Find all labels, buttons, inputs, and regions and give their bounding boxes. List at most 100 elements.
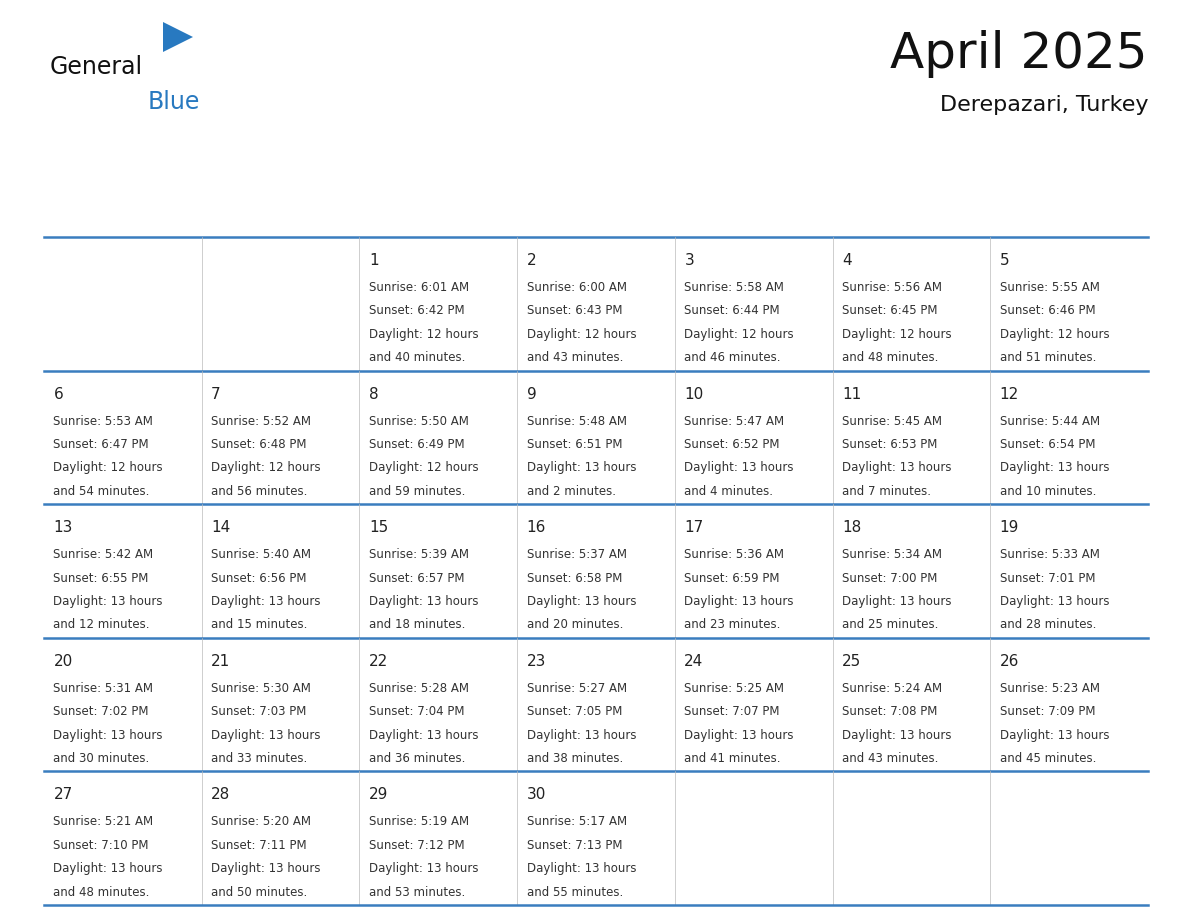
Text: Daylight: 13 hours: Daylight: 13 hours: [684, 462, 794, 475]
Text: General: General: [50, 55, 143, 79]
Text: Sunset: 6:54 PM: Sunset: 6:54 PM: [1000, 438, 1095, 451]
Text: Sunset: 6:48 PM: Sunset: 6:48 PM: [211, 438, 307, 451]
Text: Sunrise: 5:48 AM: Sunrise: 5:48 AM: [526, 415, 626, 428]
Text: Sunset: 6:59 PM: Sunset: 6:59 PM: [684, 572, 779, 585]
Text: Sunset: 6:58 PM: Sunset: 6:58 PM: [526, 572, 623, 585]
Text: Sunrise: 5:19 AM: Sunrise: 5:19 AM: [369, 815, 469, 828]
Text: Sunset: 6:42 PM: Sunset: 6:42 PM: [369, 305, 465, 318]
Text: 7: 7: [211, 386, 221, 402]
Text: 17: 17: [684, 521, 703, 535]
Text: Daylight: 12 hours: Daylight: 12 hours: [842, 328, 952, 341]
Text: 20: 20: [53, 654, 72, 669]
Text: Sunset: 7:12 PM: Sunset: 7:12 PM: [369, 839, 465, 852]
Text: 16: 16: [526, 521, 546, 535]
Text: Daylight: 13 hours: Daylight: 13 hours: [53, 595, 163, 608]
Text: and 51 minutes.: and 51 minutes.: [1000, 352, 1097, 364]
Text: Sunrise: 5:28 AM: Sunrise: 5:28 AM: [369, 682, 469, 695]
Text: 21: 21: [211, 654, 230, 669]
Text: Sunrise: 5:53 AM: Sunrise: 5:53 AM: [53, 415, 153, 428]
Text: Sunrise: 5:50 AM: Sunrise: 5:50 AM: [369, 415, 469, 428]
Text: Daylight: 13 hours: Daylight: 13 hours: [526, 729, 636, 742]
Text: Sunrise: 5:37 AM: Sunrise: 5:37 AM: [526, 548, 626, 561]
Text: 2: 2: [526, 253, 536, 268]
Text: and 40 minutes.: and 40 minutes.: [369, 352, 466, 364]
Text: Sunrise: 5:39 AM: Sunrise: 5:39 AM: [369, 548, 469, 561]
Text: Thursday: Thursday: [714, 211, 794, 226]
Text: Sunrise: 5:27 AM: Sunrise: 5:27 AM: [526, 682, 627, 695]
Text: Sunset: 7:04 PM: Sunset: 7:04 PM: [369, 705, 465, 718]
Text: Sunrise: 5:56 AM: Sunrise: 5:56 AM: [842, 281, 942, 294]
Text: Sunrise: 5:47 AM: Sunrise: 5:47 AM: [684, 415, 784, 428]
Text: Daylight: 13 hours: Daylight: 13 hours: [211, 862, 321, 875]
Text: Sunrise: 5:55 AM: Sunrise: 5:55 AM: [1000, 281, 1100, 294]
Text: Sunset: 6:56 PM: Sunset: 6:56 PM: [211, 572, 307, 585]
Text: Sunset: 7:01 PM: Sunset: 7:01 PM: [1000, 572, 1095, 585]
Text: 15: 15: [369, 521, 388, 535]
Text: Sunset: 7:13 PM: Sunset: 7:13 PM: [526, 839, 623, 852]
Text: Sunrise: 6:00 AM: Sunrise: 6:00 AM: [526, 281, 626, 294]
Text: and 54 minutes.: and 54 minutes.: [53, 485, 150, 498]
Text: April 2025: April 2025: [891, 30, 1148, 78]
Text: Derepazari, Turkey: Derepazari, Turkey: [940, 95, 1148, 115]
Text: Sunset: 7:11 PM: Sunset: 7:11 PM: [211, 839, 307, 852]
Text: 28: 28: [211, 788, 230, 802]
Text: and 55 minutes.: and 55 minutes.: [526, 886, 623, 899]
Text: 5: 5: [1000, 253, 1010, 268]
Text: 1: 1: [369, 253, 379, 268]
Text: and 18 minutes.: and 18 minutes.: [369, 619, 466, 632]
Text: Sunrise: 5:45 AM: Sunrise: 5:45 AM: [842, 415, 942, 428]
Text: 9: 9: [526, 386, 536, 402]
Text: Sunset: 7:09 PM: Sunset: 7:09 PM: [1000, 705, 1095, 718]
Text: Sunrise: 5:23 AM: Sunrise: 5:23 AM: [1000, 682, 1100, 695]
Text: Sunrise: 5:36 AM: Sunrise: 5:36 AM: [684, 548, 784, 561]
Text: Sunrise: 5:21 AM: Sunrise: 5:21 AM: [53, 815, 153, 828]
Text: Sunset: 7:10 PM: Sunset: 7:10 PM: [53, 839, 148, 852]
Text: Daylight: 13 hours: Daylight: 13 hours: [211, 729, 321, 742]
Text: Sunset: 6:51 PM: Sunset: 6:51 PM: [526, 438, 623, 451]
Text: and 20 minutes.: and 20 minutes.: [526, 619, 623, 632]
Text: Blue: Blue: [148, 90, 201, 114]
Text: Daylight: 13 hours: Daylight: 13 hours: [526, 595, 636, 608]
Text: and 30 minutes.: and 30 minutes.: [53, 752, 150, 765]
Text: Sunrise: 5:20 AM: Sunrise: 5:20 AM: [211, 815, 311, 828]
Text: Daylight: 13 hours: Daylight: 13 hours: [369, 862, 479, 875]
Text: Sunset: 6:47 PM: Sunset: 6:47 PM: [53, 438, 148, 451]
Text: Wednesday: Wednesday: [546, 211, 645, 226]
Text: Sunrise: 5:24 AM: Sunrise: 5:24 AM: [842, 682, 942, 695]
Text: Monday: Monday: [247, 211, 314, 226]
Text: 18: 18: [842, 521, 861, 535]
Text: and 43 minutes.: and 43 minutes.: [526, 352, 623, 364]
Text: Daylight: 13 hours: Daylight: 13 hours: [369, 729, 479, 742]
Text: Daylight: 13 hours: Daylight: 13 hours: [53, 862, 163, 875]
Text: Daylight: 13 hours: Daylight: 13 hours: [1000, 729, 1110, 742]
Text: and 38 minutes.: and 38 minutes.: [526, 752, 623, 765]
Text: Sunrise: 5:42 AM: Sunrise: 5:42 AM: [53, 548, 153, 561]
Text: Daylight: 13 hours: Daylight: 13 hours: [684, 595, 794, 608]
Text: Sunset: 6:53 PM: Sunset: 6:53 PM: [842, 438, 937, 451]
Text: 24: 24: [684, 654, 703, 669]
Text: Sunset: 6:46 PM: Sunset: 6:46 PM: [1000, 305, 1095, 318]
Text: 14: 14: [211, 521, 230, 535]
Text: Daylight: 13 hours: Daylight: 13 hours: [684, 729, 794, 742]
Text: 23: 23: [526, 654, 546, 669]
Text: Daylight: 12 hours: Daylight: 12 hours: [211, 462, 321, 475]
Text: Sunrise: 5:25 AM: Sunrise: 5:25 AM: [684, 682, 784, 695]
Text: Sunrise: 5:30 AM: Sunrise: 5:30 AM: [211, 682, 311, 695]
Text: 19: 19: [1000, 521, 1019, 535]
Text: Daylight: 12 hours: Daylight: 12 hours: [526, 328, 637, 341]
Text: Sunset: 6:49 PM: Sunset: 6:49 PM: [369, 438, 465, 451]
Text: Sunset: 6:57 PM: Sunset: 6:57 PM: [369, 572, 465, 585]
Text: Sunrise: 5:40 AM: Sunrise: 5:40 AM: [211, 548, 311, 561]
Text: and 28 minutes.: and 28 minutes.: [1000, 619, 1097, 632]
Text: and 48 minutes.: and 48 minutes.: [842, 352, 939, 364]
Text: Sunset: 7:00 PM: Sunset: 7:00 PM: [842, 572, 937, 585]
Text: Daylight: 13 hours: Daylight: 13 hours: [842, 729, 952, 742]
Text: Daylight: 13 hours: Daylight: 13 hours: [842, 595, 952, 608]
Text: and 23 minutes.: and 23 minutes.: [684, 619, 781, 632]
Text: 12: 12: [1000, 386, 1019, 402]
Text: 4: 4: [842, 253, 852, 268]
Text: and 10 minutes.: and 10 minutes.: [1000, 485, 1097, 498]
Text: and 12 minutes.: and 12 minutes.: [53, 619, 150, 632]
Text: and 7 minutes.: and 7 minutes.: [842, 485, 931, 498]
Text: and 59 minutes.: and 59 minutes.: [369, 485, 466, 498]
